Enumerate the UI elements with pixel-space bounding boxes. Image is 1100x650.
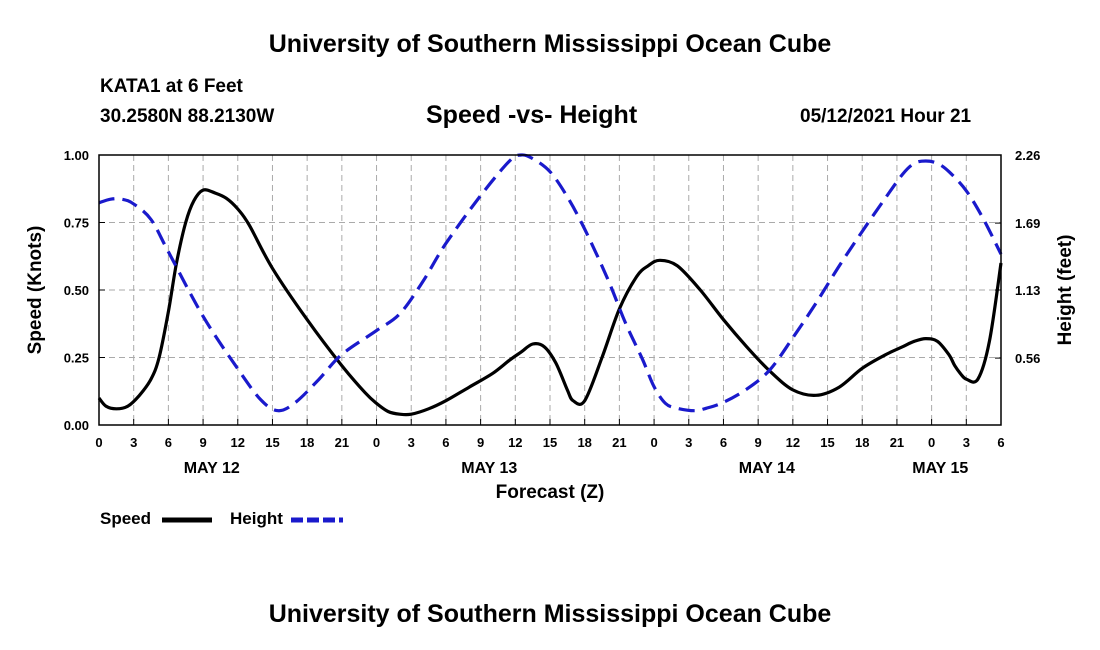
x-tick-label: 9 bbox=[755, 435, 762, 450]
legend-label-height: Height bbox=[230, 509, 283, 528]
x-tick-label: 3 bbox=[408, 435, 415, 450]
series-line-speed bbox=[97, 188, 1003, 417]
footer-title: University of Southern Mississippi Ocean… bbox=[268, 600, 832, 628]
x-tick-label: 15 bbox=[265, 435, 279, 450]
x-tick-label: 12 bbox=[508, 435, 522, 450]
y-left-tick-label: 0.75 bbox=[64, 216, 89, 231]
x-tick-label: 3 bbox=[130, 435, 137, 450]
y-left-tick-label: 0.50 bbox=[64, 283, 89, 298]
series-line-height bbox=[98, 153, 1003, 413]
x-axis-label: Forecast (Z) bbox=[495, 482, 605, 503]
station-coordinates: 30.2580N 88.2130W bbox=[100, 106, 275, 127]
y-left-tick-label: 1.00 bbox=[64, 148, 89, 163]
date-label: MAY 14 bbox=[739, 460, 795, 477]
x-tick-label: 0 bbox=[373, 435, 380, 450]
x-tick-label: 12 bbox=[786, 435, 800, 450]
x-tick-label: 12 bbox=[231, 435, 245, 450]
x-tick-label: 18 bbox=[577, 435, 591, 450]
y-right-tick-label: 0.56 bbox=[1015, 351, 1040, 366]
x-tick-label: 0 bbox=[650, 435, 657, 450]
legend-label-speed: Speed bbox=[100, 509, 152, 528]
chart-subtitle: Speed -vs- Height bbox=[426, 101, 638, 129]
x-tick-label: 9 bbox=[477, 435, 484, 450]
forecast-datetime: 05/12/2021 Hour 21 bbox=[800, 106, 972, 127]
x-tick-label: 21 bbox=[890, 435, 904, 450]
x-tick-label: 6 bbox=[720, 435, 727, 450]
y-right-tick-label: 1.13 bbox=[1015, 283, 1040, 298]
x-tick-label: 3 bbox=[685, 435, 692, 450]
x-tick-label: 6 bbox=[997, 435, 1004, 450]
x-tick-label: 21 bbox=[335, 435, 349, 450]
y-left-tick-label: 0.00 bbox=[64, 418, 89, 433]
x-tick-label: 21 bbox=[612, 435, 626, 450]
x-tick-label: 0 bbox=[95, 435, 102, 450]
station-label: KATA1 at 6 Feet bbox=[100, 76, 243, 97]
x-tick-label: 0 bbox=[928, 435, 935, 450]
date-label: MAY 15 bbox=[912, 460, 968, 477]
date-label: MAY 13 bbox=[461, 460, 517, 477]
y-right-tick-label: 2.26 bbox=[1015, 148, 1040, 163]
y-left-tick-label: 0.25 bbox=[64, 351, 89, 366]
date-label: MAY 12 bbox=[184, 460, 240, 477]
x-tick-label: 15 bbox=[543, 435, 557, 450]
x-tick-label: 18 bbox=[300, 435, 314, 450]
y-right-tick-label: 1.69 bbox=[1015, 216, 1040, 231]
series-lines bbox=[97, 153, 1003, 417]
x-tick-label: 15 bbox=[820, 435, 834, 450]
chart-title: University of Southern Mississippi Ocean… bbox=[268, 30, 832, 58]
x-tick-label: 18 bbox=[855, 435, 869, 450]
x-tick-label: 3 bbox=[963, 435, 970, 450]
axes: 0 3 6 9 12 15 18 21 0 3 6 9 12 15 18 21 0 3 6 9 12 15 18 21 0 3 6 0… bbox=[64, 148, 1041, 477]
x-tick-label: 6 bbox=[442, 435, 449, 450]
x-tick-label: 6 bbox=[165, 435, 172, 450]
x-tick-label: 9 bbox=[199, 435, 206, 450]
grid-lines bbox=[99, 155, 1001, 425]
